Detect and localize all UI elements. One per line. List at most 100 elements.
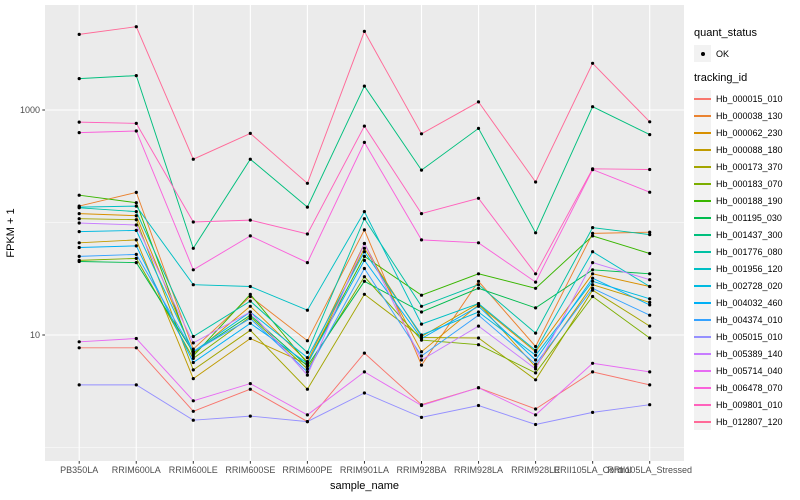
data-point: [648, 120, 652, 124]
legend-label: Hb_009801_010: [716, 399, 783, 410]
data-point: [305, 261, 309, 265]
legend-item-Hb_000173_370: Hb_000173_370: [694, 158, 798, 175]
legend-item-Hb_001956_120: Hb_001956_120: [694, 260, 798, 277]
data-point: [534, 348, 538, 352]
legend-label: Hb_000173_370: [716, 161, 783, 172]
legend-item-Hb_004032_460: Hb_004032_460: [694, 294, 798, 311]
data-point: [419, 212, 424, 216]
data-point: [248, 131, 252, 135]
data-point: [362, 279, 366, 283]
data-point: [77, 212, 81, 216]
legend-label: Hb_012807_120: [716, 416, 783, 427]
data-point: [77, 254, 81, 258]
legend-label: Hb_000188_190: [716, 195, 783, 206]
data-point: [534, 378, 538, 382]
legend-key-line: [694, 413, 711, 430]
data-point: [591, 294, 595, 299]
data-point: [191, 347, 195, 351]
data-point: [248, 292, 252, 296]
legend-title-quant-status: quant_status: [694, 27, 757, 39]
data-point: [248, 313, 252, 317]
data-point: [476, 324, 481, 328]
data-point: [77, 241, 81, 245]
data-point: [648, 403, 652, 407]
data-point: [134, 336, 138, 341]
line-swatch-icon: [694, 148, 711, 151]
data-point: [591, 268, 595, 272]
legend-key-line: [694, 243, 711, 260]
legend-key-line: [694, 90, 711, 107]
data-point: [591, 276, 595, 280]
data-point: [591, 283, 595, 287]
data-point: [134, 121, 138, 125]
data-point: [648, 278, 652, 282]
line-swatch-icon: [694, 335, 711, 338]
legend-item-Hb_000183_070: Hb_000183_070: [694, 175, 798, 192]
data-point: [248, 218, 252, 222]
data-point: [191, 220, 195, 224]
x-tick-label: PB350LA: [60, 465, 98, 475]
legend-key-line: [694, 396, 711, 413]
data-point: [648, 303, 652, 307]
legend-key-line: [694, 379, 711, 396]
data-point: [476, 286, 481, 290]
legend-key-line: [694, 141, 711, 158]
data-point: [476, 310, 481, 314]
data-point: [648, 251, 652, 256]
data-point: [134, 190, 138, 194]
data-point: [77, 77, 81, 81]
data-point: [191, 354, 195, 358]
data-point: [305, 370, 309, 374]
data-point: [362, 258, 366, 262]
data-point: [77, 221, 81, 225]
data-point: [648, 313, 652, 317]
data-point: [476, 304, 481, 308]
data-point: [362, 140, 366, 144]
legend-label: Hb_000015_010: [716, 93, 783, 104]
data-point: [134, 210, 138, 214]
data-point: [248, 336, 252, 341]
legend-key-point: [694, 45, 711, 62]
legend-label: Hb_005015_010: [716, 331, 783, 342]
data-point: [648, 233, 652, 237]
data-point: [134, 214, 138, 218]
legend-item-Hb_005389_140: Hb_005389_140: [694, 345, 798, 362]
data-point: [77, 383, 81, 387]
data-point: [534, 358, 538, 362]
legend-item-Hb_000188_190: Hb_000188_190: [694, 192, 798, 209]
legend-item-ok: OK: [694, 45, 798, 62]
data-point: [591, 231, 595, 235]
data-point: [419, 333, 424, 337]
data-point: [77, 245, 81, 250]
data-point: [362, 275, 366, 279]
data-point: [77, 259, 81, 264]
data-point: [134, 129, 138, 133]
data-point: [191, 377, 195, 381]
data-point: [191, 350, 195, 354]
data-point: [476, 302, 481, 306]
data-point: [648, 300, 652, 304]
data-point: [248, 294, 252, 299]
data-point: [248, 304, 252, 308]
data-point: [476, 336, 481, 340]
data-point: [362, 84, 366, 88]
data-point: [134, 346, 138, 350]
data-point: [534, 331, 538, 335]
legend-key-line: [694, 158, 711, 175]
data-point: [648, 370, 652, 374]
data-point: [77, 120, 81, 124]
data-point: [534, 272, 538, 276]
data-point: [134, 228, 138, 232]
data-point: [534, 353, 538, 357]
line-swatch-icon: [694, 165, 711, 168]
data-point: [591, 105, 595, 109]
data-point: [476, 283, 481, 287]
legend-label: Hb_006478_070: [716, 382, 783, 393]
x-tick-label: RRIM928LA: [454, 465, 503, 475]
legend-item-Hb_000038_130: Hb_000038_130: [694, 107, 798, 124]
data-point: [362, 391, 366, 395]
legend-key-line: [694, 209, 711, 226]
data-point: [191, 418, 195, 422]
